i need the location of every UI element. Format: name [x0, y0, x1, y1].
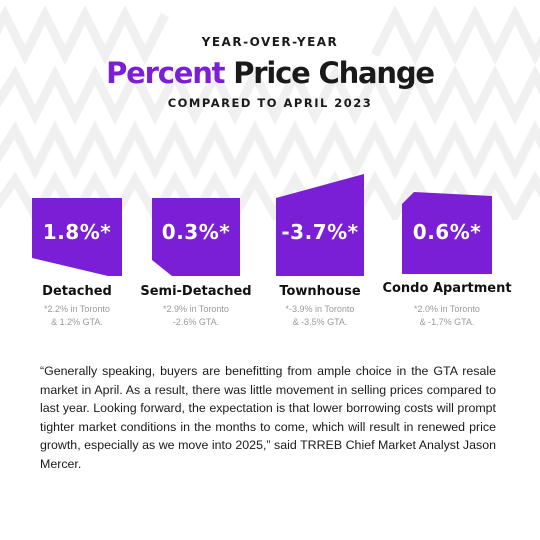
- card-note-line: *-3.9% in Toronto: [285, 304, 355, 314]
- card-label: Detached: [42, 284, 112, 299]
- card-semi-detached: 0.3%*: [152, 198, 240, 276]
- quote-text: “Generally speaking, buyers are benefitt…: [40, 364, 496, 471]
- card-value: 1.8%*: [42, 220, 112, 244]
- card-note: *2.9% in Toronto -2.6% GTA.: [136, 303, 256, 329]
- title-accent: Percent: [106, 56, 225, 90]
- card-note: *2.0% in Toronto & -1.7% GTA.: [387, 303, 507, 329]
- card-note: *2.2% in Toronto & 1.2% GTA.: [17, 303, 137, 329]
- card-note-line: *2.9% in Toronto: [163, 304, 229, 314]
- card-shape: [402, 192, 492, 274]
- page-title: Percent Price Change: [0, 54, 540, 92]
- card-value: 0.6%*: [412, 220, 482, 244]
- card-shape: [276, 174, 364, 276]
- title-rest: Price Change: [233, 56, 435, 90]
- card-detached: 1.8%*: [32, 198, 122, 276]
- card-label: Semi-Detached: [140, 284, 252, 299]
- card-value: 0.3%*: [161, 220, 231, 244]
- background-pattern: [0, 4, 540, 220]
- eyebrow-text: YEAR-OVER-YEAR: [201, 35, 339, 49]
- card-label: Condo Apartment: [382, 281, 512, 296]
- card-note-line: *2.2% in Toronto: [44, 304, 110, 314]
- card-value: -3.7%*: [281, 220, 359, 244]
- card-note-line: *2.0% in Toronto: [414, 304, 480, 314]
- card-townhouse: -3.7%*: [276, 174, 364, 276]
- card-shape: [152, 198, 240, 276]
- card-note-line: & -3.5% GTA.: [292, 317, 348, 327]
- card-label: Townhouse: [279, 284, 361, 299]
- card-note-line: & 1.2% GTA.: [51, 317, 103, 327]
- card-note: *-3.9% in Toronto & -3.5% GTA.: [260, 303, 380, 329]
- card-condo-apartment: 0.6%*: [402, 192, 492, 274]
- page-subtitle: COMPARED TO APRIL 2023: [167, 96, 373, 110]
- card-note-line: -2.6% GTA.: [172, 317, 220, 327]
- card-note-line: & -1.7% GTA.: [419, 317, 475, 327]
- card-shape: [32, 198, 122, 276]
